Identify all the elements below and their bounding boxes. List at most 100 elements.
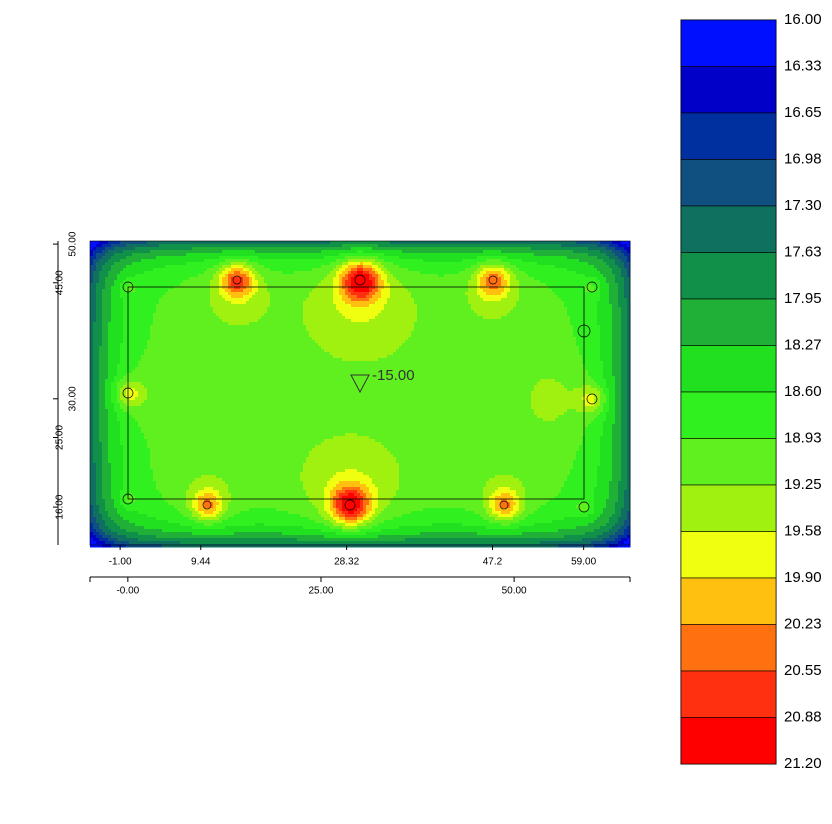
contour-fill xyxy=(588,424,604,428)
contour-fill xyxy=(384,520,490,524)
contour-fill xyxy=(609,490,619,494)
contour-fill xyxy=(615,502,625,506)
contour-fill xyxy=(267,307,304,311)
contour-fill xyxy=(99,382,106,386)
contour-fill xyxy=(612,343,622,347)
contour-fill xyxy=(234,514,301,518)
contour-fill xyxy=(213,523,256,527)
contour-fill xyxy=(627,472,631,476)
contour-fill xyxy=(258,271,283,275)
contour-fill xyxy=(528,274,586,278)
contour-fill xyxy=(162,493,187,497)
contour-fill xyxy=(600,400,607,404)
contour-fill xyxy=(90,259,94,263)
contour-fill xyxy=(519,283,547,287)
contour-fill xyxy=(144,436,334,440)
contour-fill xyxy=(333,511,337,515)
contour-fill xyxy=(111,268,124,272)
contour-fill xyxy=(99,409,109,413)
contour-fill xyxy=(99,400,106,404)
contour-fill xyxy=(222,319,259,323)
contour-fill xyxy=(513,307,568,311)
contour-fill xyxy=(600,526,613,530)
contour-fill xyxy=(600,454,613,458)
contour-fill xyxy=(399,484,487,488)
contour-fill xyxy=(90,493,97,497)
contour-fill xyxy=(600,352,613,356)
contour-field xyxy=(90,241,631,548)
contour-fill xyxy=(627,268,631,272)
contour-fill xyxy=(93,403,100,407)
contour-fill xyxy=(156,487,190,491)
contour-fill xyxy=(621,367,628,371)
contour-fill xyxy=(627,355,631,359)
contour-fill xyxy=(303,304,337,308)
contour-fill xyxy=(522,511,535,515)
contour-fill xyxy=(579,508,589,512)
contour-fill xyxy=(609,400,616,404)
contour-fill xyxy=(93,505,100,509)
contour-fill xyxy=(93,421,100,425)
contour-fill xyxy=(198,505,205,509)
contour-fill xyxy=(513,496,520,500)
contour-fill xyxy=(501,523,511,527)
contour-fill xyxy=(102,328,109,332)
contour-fill xyxy=(201,514,217,518)
contour-fill xyxy=(219,274,226,278)
contour-fill xyxy=(93,385,100,389)
contour-fill xyxy=(612,448,622,452)
contour-fill xyxy=(561,244,598,248)
contour-fill xyxy=(339,283,343,287)
contour-fill xyxy=(228,502,313,506)
contour-fill xyxy=(318,283,334,287)
contour-fill xyxy=(621,322,628,326)
contour-fill xyxy=(102,517,112,521)
contour-fill xyxy=(234,532,283,536)
contour-fill xyxy=(510,310,568,314)
contour-fill xyxy=(597,382,607,386)
contour-fill xyxy=(333,499,337,503)
contour-fill xyxy=(219,316,262,320)
contour-fill xyxy=(615,418,622,422)
contour-fill xyxy=(627,310,631,314)
contour-fill xyxy=(93,274,100,278)
contour-fill xyxy=(627,349,631,353)
contour-fill xyxy=(93,280,100,284)
contour-fill xyxy=(123,298,160,302)
contour-fill xyxy=(486,292,502,296)
contour-fill xyxy=(543,418,556,422)
contour-fill xyxy=(477,277,481,281)
contour-fill xyxy=(393,274,439,278)
contour-fill xyxy=(216,505,223,509)
contour-fill xyxy=(129,520,169,524)
contour-fill xyxy=(153,478,196,482)
contour-fill xyxy=(108,250,124,254)
colorbar-band xyxy=(680,19,777,67)
contour-fill xyxy=(582,361,604,365)
contour-fill xyxy=(90,361,94,365)
contour-fill xyxy=(381,529,559,533)
contour-fill xyxy=(621,346,628,350)
contour-fill xyxy=(231,301,247,305)
contour-fill xyxy=(93,346,100,350)
contour-fill xyxy=(621,478,628,482)
contour-fill xyxy=(417,310,475,314)
contour-fill xyxy=(222,295,232,299)
contour-fill xyxy=(348,277,352,281)
contour-fill xyxy=(267,310,304,314)
contour-fill xyxy=(507,271,514,275)
contour-fill xyxy=(612,424,622,428)
contour-fill xyxy=(597,475,613,479)
contour-fill xyxy=(414,325,574,329)
contour-fill xyxy=(507,256,568,260)
contour-fill xyxy=(204,259,226,263)
contour-fill xyxy=(102,244,112,248)
contour-fill xyxy=(93,451,103,455)
contour-fill xyxy=(336,259,349,263)
contour-fill xyxy=(627,244,631,248)
contour-fill xyxy=(378,487,400,491)
contour-fill xyxy=(90,301,97,305)
contour-fill xyxy=(381,274,388,278)
contour-fill xyxy=(399,478,490,482)
contour-fill xyxy=(255,268,271,272)
